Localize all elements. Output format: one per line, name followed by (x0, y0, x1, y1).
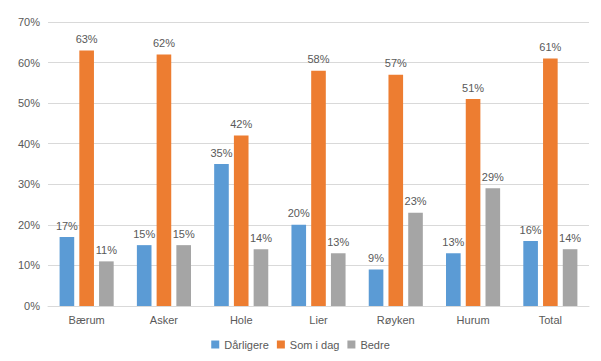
svg-text:Røyken: Røyken (377, 314, 415, 326)
svg-text:Hurum: Hurum (457, 314, 490, 326)
svg-text:61%: 61% (539, 41, 561, 53)
svg-text:20%: 20% (288, 207, 310, 219)
svg-text:Bedre: Bedre (360, 339, 389, 351)
svg-text:17%: 17% (56, 220, 78, 232)
svg-text:14%: 14% (250, 232, 272, 244)
svg-text:58%: 58% (307, 53, 329, 65)
svg-text:20%: 20% (18, 219, 40, 231)
svg-text:Som i dag: Som i dag (290, 339, 340, 351)
svg-text:70%: 70% (18, 16, 40, 28)
svg-text:62%: 62% (153, 37, 175, 49)
svg-text:51%: 51% (462, 82, 484, 94)
svg-text:15%: 15% (133, 228, 155, 240)
svg-text:30%: 30% (18, 178, 40, 190)
svg-text:60%: 60% (18, 57, 40, 69)
svg-text:35%: 35% (210, 147, 232, 159)
svg-text:9%: 9% (368, 252, 384, 264)
svg-text:16%: 16% (520, 224, 542, 236)
svg-text:Asker: Asker (150, 314, 178, 326)
svg-text:Hole: Hole (230, 314, 253, 326)
svg-text:Dårligere: Dårligere (224, 339, 269, 351)
svg-text:0%: 0% (24, 300, 40, 312)
svg-text:13%: 13% (442, 236, 464, 248)
svg-text:Bærum: Bærum (69, 314, 105, 326)
svg-text:Lier: Lier (309, 314, 328, 326)
svg-text:63%: 63% (76, 33, 98, 45)
svg-text:40%: 40% (18, 138, 40, 150)
svg-text:29%: 29% (482, 171, 504, 183)
svg-text:42%: 42% (230, 118, 252, 130)
svg-text:50%: 50% (18, 97, 40, 109)
svg-text:14%: 14% (559, 232, 581, 244)
svg-text:10%: 10% (18, 259, 40, 271)
svg-text:23%: 23% (405, 195, 427, 207)
svg-text:15%: 15% (173, 228, 195, 240)
svg-text:Total: Total (539, 314, 562, 326)
svg-text:57%: 57% (385, 57, 407, 69)
svg-text:13%: 13% (327, 236, 349, 248)
svg-text:11%: 11% (96, 244, 117, 256)
